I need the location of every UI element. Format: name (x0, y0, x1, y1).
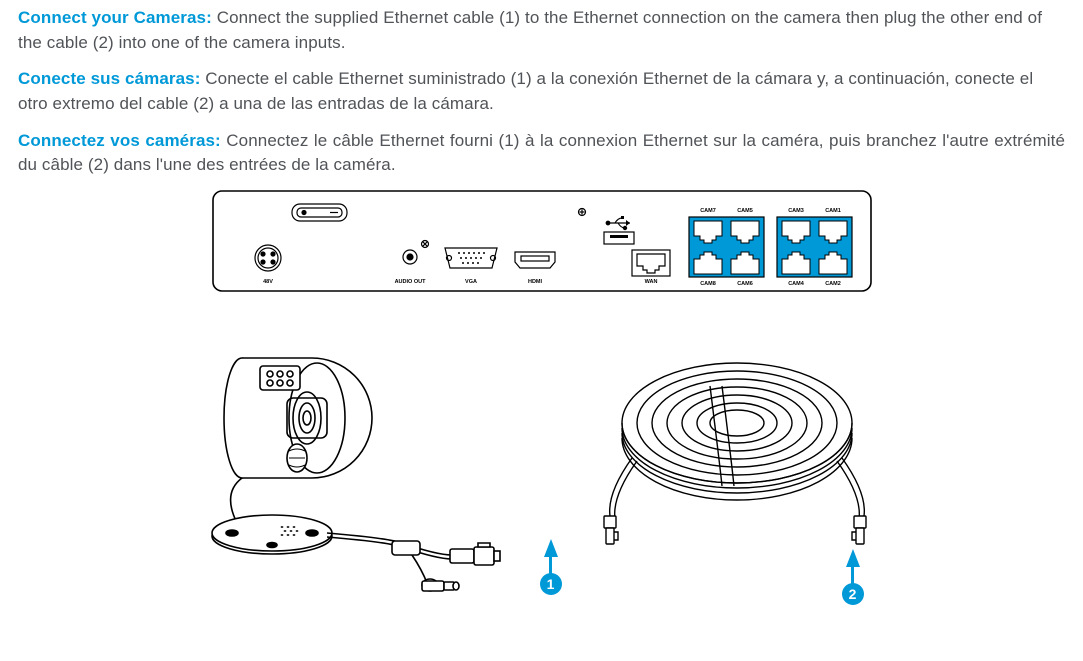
cam8-label: CAM8 (700, 281, 716, 287)
camera-diagram (192, 323, 522, 603)
power-port-icon (255, 245, 281, 271)
callout-2: 2 (842, 549, 864, 605)
callout-number-2: 2 (842, 583, 864, 605)
wan-label: WAN (644, 279, 657, 285)
arrow-up-icon (846, 549, 860, 567)
diagram-area: 48V AUDIO OUT VGA HDMI (18, 190, 1065, 613)
usb-port-icon (604, 216, 634, 244)
arrow-up-icon (544, 539, 558, 557)
lower-diagram-row: 1 2 (192, 323, 892, 613)
cam4-label: CAM4 (788, 281, 805, 287)
ethernet-cable-diagram (592, 328, 882, 558)
cam1-label: CAM1 (825, 208, 841, 214)
nvr-back-panel-diagram: 48V AUDIO OUT VGA HDMI (212, 190, 872, 293)
hdmi-label: HDMI (527, 279, 542, 285)
instruction-en: Connect your Cameras: Connect the suppli… (18, 6, 1065, 55)
audio-out-label: AUDIO OUT (394, 279, 426, 285)
cam-port-block-1: CAM7 CAM5 CAM8 CAM6 (689, 208, 764, 287)
cam5-label: CAM5 (737, 208, 753, 214)
wan-port-icon (632, 250, 670, 276)
instruction-fr-lead: Connectez vos caméras: (18, 131, 221, 150)
callout-1: 1 (540, 539, 562, 595)
cam3-label: CAM3 (788, 208, 804, 214)
vga-port-icon (445, 248, 497, 268)
hdmi-port-icon (515, 252, 555, 268)
cam7-label: CAM7 (700, 208, 716, 214)
cam2-label: CAM2 (825, 281, 841, 287)
instruction-es: Conecte sus cámaras: Conecte el cable Et… (18, 67, 1065, 116)
callout-number-1: 1 (540, 573, 562, 595)
audio-out-icon (403, 240, 429, 264)
instruction-en-lead: Connect your Cameras: (18, 8, 212, 27)
power-label: 48V (263, 279, 273, 285)
cam-port-block-2: CAM3 CAM1 CAM4 CAM2 (777, 208, 852, 287)
instruction-es-lead: Conecte sus cámaras: (18, 69, 200, 88)
cam6-label: CAM6 (737, 281, 753, 287)
vga-label: VGA (465, 279, 477, 285)
instruction-fr: Connectez vos caméras: Connectez le câbl… (18, 129, 1065, 178)
